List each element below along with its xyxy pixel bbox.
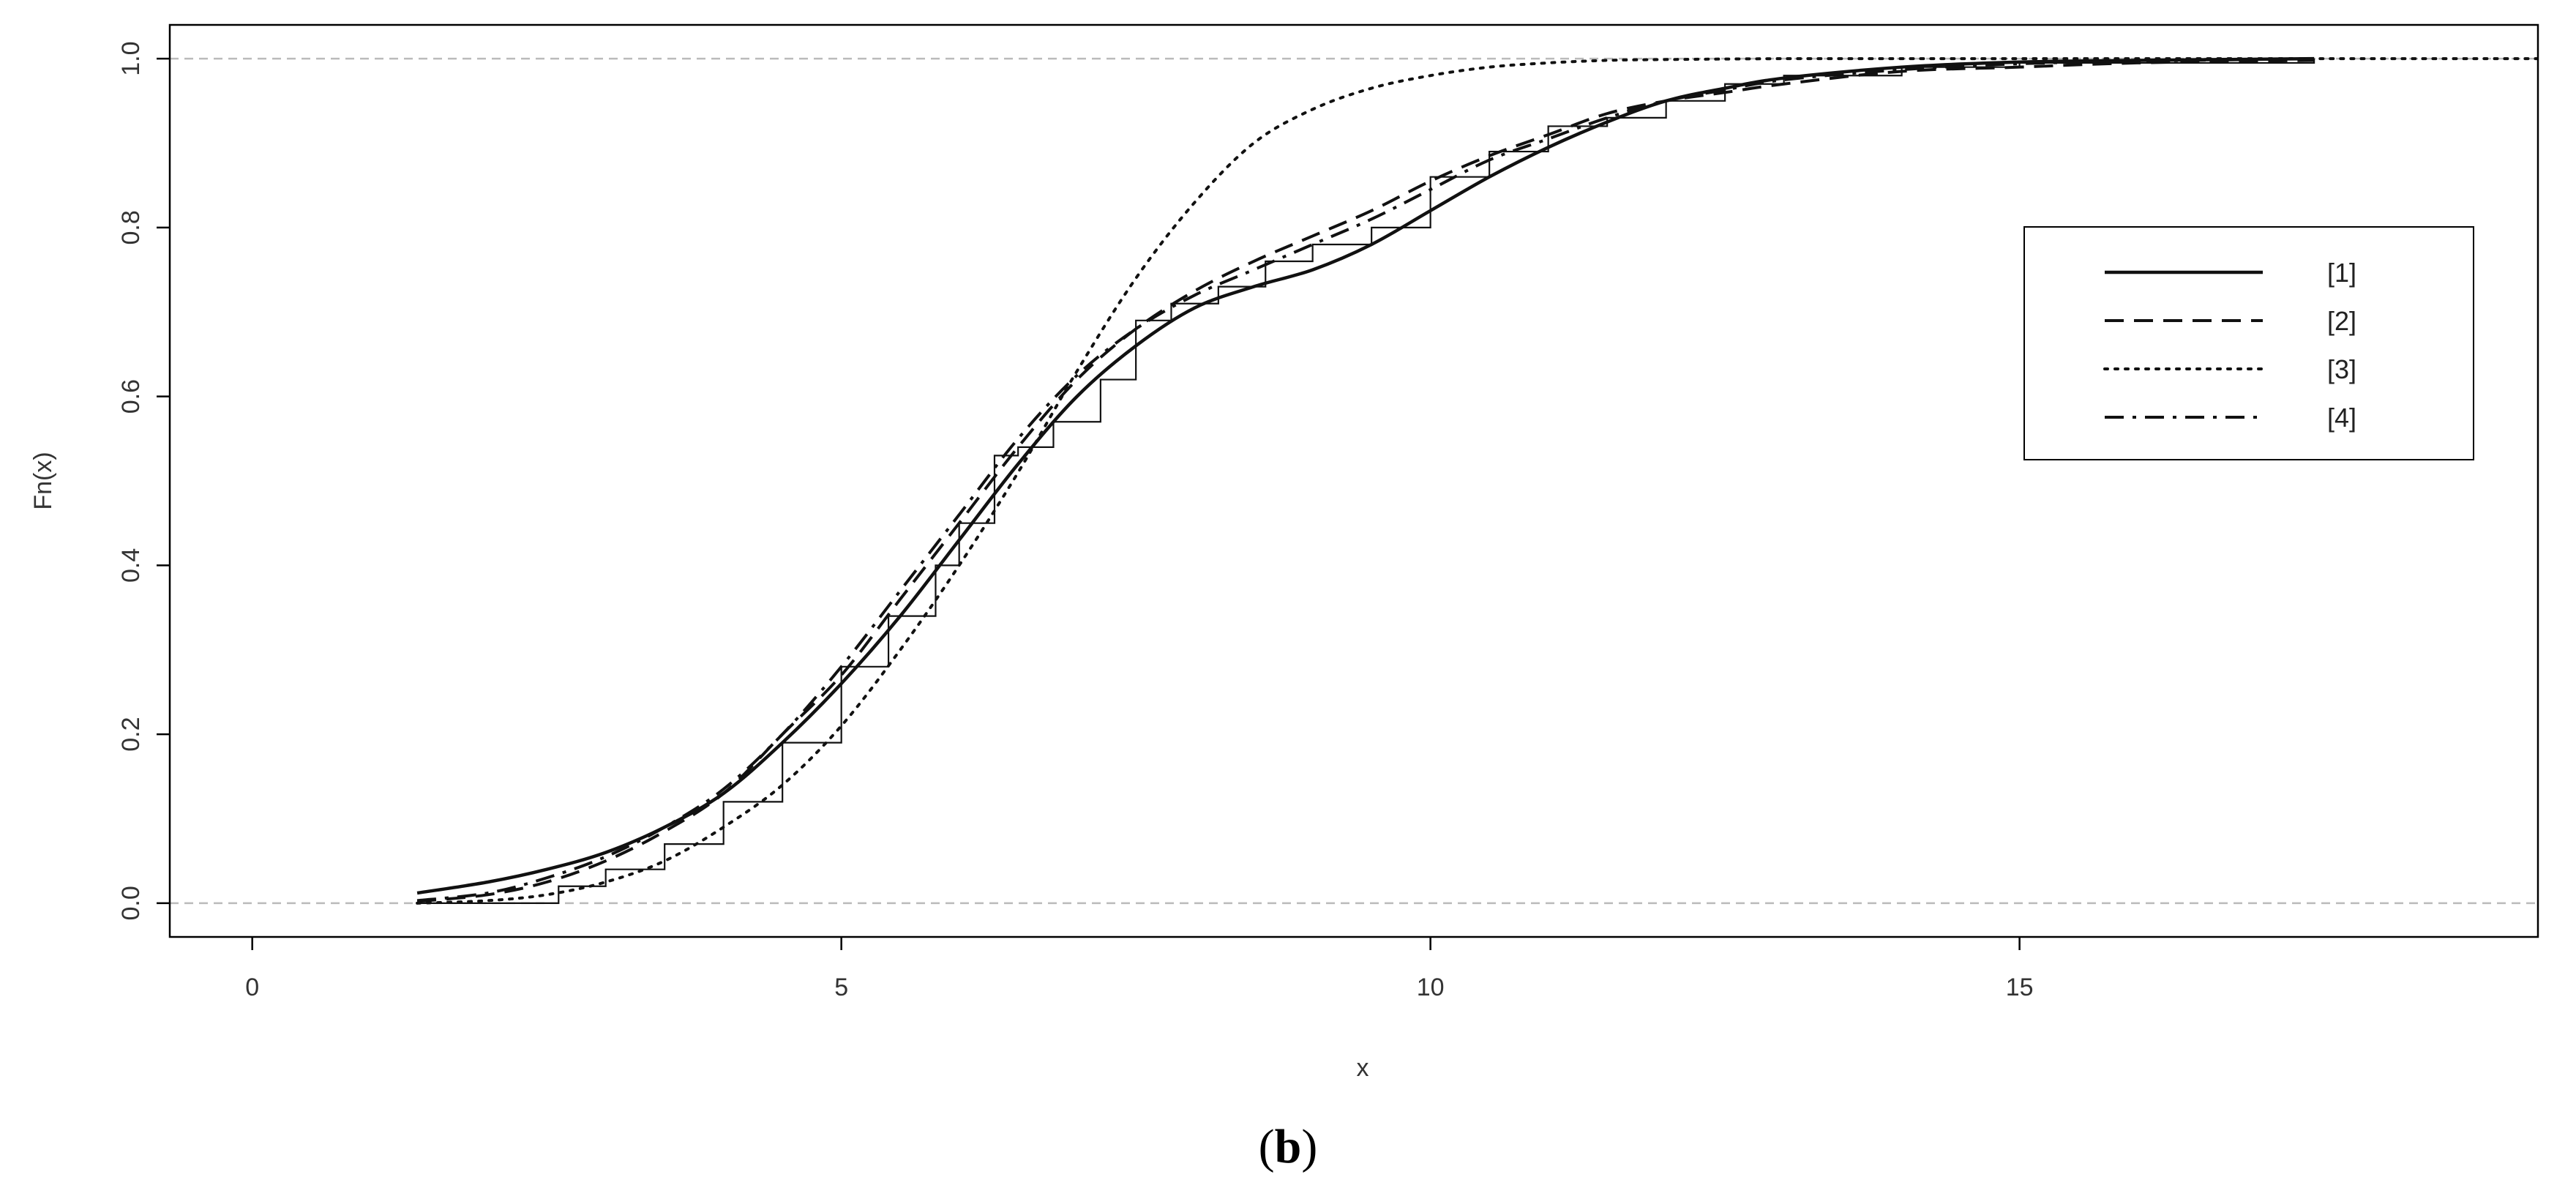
- legend-box: [2023, 226, 2474, 460]
- panel-label-letter: b: [1275, 1120, 1302, 1173]
- x-tick-label-2: 10: [1417, 974, 1445, 1001]
- y-tick-label-2: 0.4: [117, 548, 145, 583]
- plot-frame: [168, 23, 2539, 938]
- series-line-2: [416, 59, 2315, 903]
- legend-label-4: [4]: [2327, 403, 2356, 433]
- reference-lines: [170, 57, 2538, 905]
- legend-label-3: [3]: [2327, 354, 2356, 384]
- series-line-1: [416, 56, 2315, 895]
- x-tick-label-3: 15: [2006, 974, 2034, 1001]
- series-line-4: [416, 57, 2315, 903]
- legend-label-1: [1]: [2327, 258, 2356, 288]
- y-tick-label-5: 1.0: [117, 42, 145, 76]
- panel-label-open: (: [1259, 1120, 1275, 1173]
- x-axis-label: x: [1357, 1054, 1369, 1082]
- y-tick-label-4: 0.8: [117, 210, 145, 244]
- panel-label: (b): [1259, 1120, 1318, 1173]
- legend: [1] [2] [3] [4]: [2023, 226, 2474, 460]
- panel-label-close: ): [1301, 1120, 1317, 1173]
- y-axis: 0.0 0.2 0.4 0.6 0.8 1.0: [117, 42, 170, 920]
- series-line-3: [416, 57, 2538, 905]
- series-layer: [416, 56, 2538, 905]
- x-tick-label-0: 0: [245, 974, 259, 1001]
- y-tick-label-0: 0.0: [117, 886, 145, 920]
- x-tick-label-1: 5: [834, 974, 848, 1001]
- ecdf-step-line: [417, 59, 2315, 904]
- y-tick-label-1: 0.2: [117, 717, 145, 751]
- x-axis: 0 5 10 15: [245, 937, 2034, 1001]
- legend-label-2: [2]: [2327, 306, 2356, 336]
- y-axis-label: Fn(x): [29, 452, 57, 509]
- y-tick-label-3: 0.6: [117, 379, 145, 414]
